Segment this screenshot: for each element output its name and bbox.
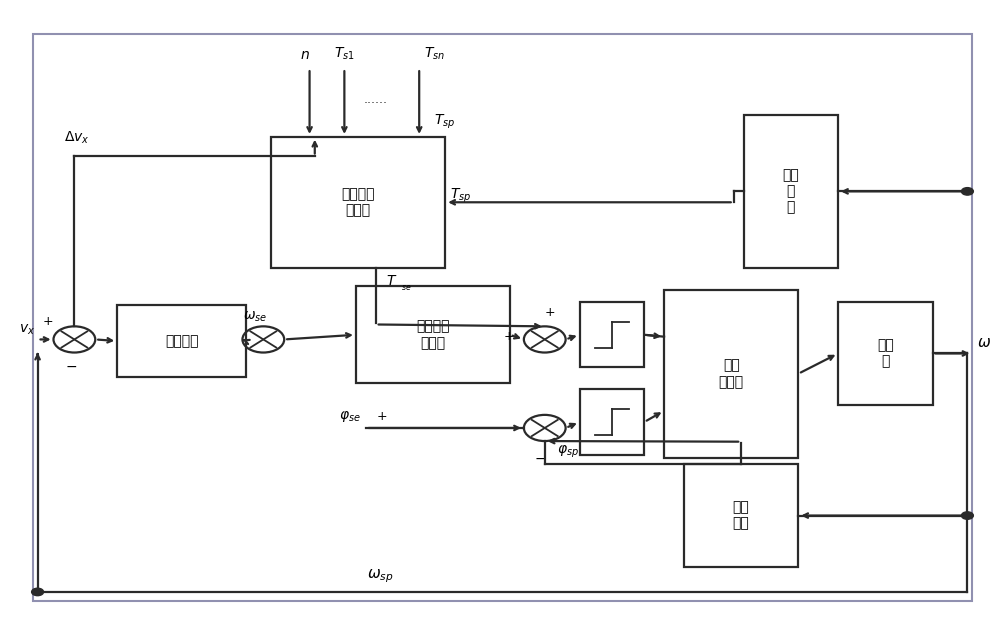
Text: $n$: $n$ [300,48,310,62]
FancyBboxPatch shape [664,289,798,458]
Text: $-$: $-$ [65,359,77,373]
FancyBboxPatch shape [117,305,246,377]
Text: 开关
控制器: 开关 控制器 [719,359,744,389]
Text: $+$: $+$ [376,410,387,423]
Circle shape [32,588,44,596]
Text: $\Delta v_x$: $\Delta v_x$ [64,130,90,146]
FancyBboxPatch shape [33,34,972,601]
Text: $-$: $-$ [534,451,546,465]
Text: $+$: $+$ [544,306,555,319]
Text: 逆变
器: 逆变 器 [877,338,894,369]
FancyBboxPatch shape [684,464,798,567]
Text: 负载优化
控制器: 负载优化 控制器 [342,187,375,218]
Text: 比例调节: 比例调节 [165,334,199,348]
Text: 磁链
模型: 磁链 模型 [733,501,750,531]
Text: $T_{s1}$: $T_{s1}$ [334,46,355,62]
Circle shape [961,512,973,520]
FancyBboxPatch shape [580,302,644,367]
Text: $+$: $+$ [42,315,53,328]
FancyBboxPatch shape [271,137,445,268]
Text: $T_{sp}$: $T_{sp}$ [434,113,455,131]
Text: $\varphi_{sp}$: $\varphi_{sp}$ [557,444,579,460]
Text: $+$: $+$ [503,330,515,343]
FancyBboxPatch shape [356,286,510,383]
Text: 转速调节
控制器: 转速调节 控制器 [416,320,450,350]
Text: $v_x$: $v_x$ [19,323,35,337]
Text: $\varphi_{se}$: $\varphi_{se}$ [339,409,361,424]
Text: $T_{sp}$: $T_{sp}$ [450,187,472,205]
Circle shape [961,187,973,195]
Text: $T_{sn}$: $T_{sn}$ [424,46,445,62]
Text: $\omega$: $\omega$ [977,335,991,350]
Text: 转矩
模
型: 转矩 模 型 [782,168,799,214]
Text: $\omega_{se}$: $\omega_{se}$ [243,309,267,324]
FancyBboxPatch shape [744,115,838,268]
FancyBboxPatch shape [838,302,933,405]
Text: $_{se}$: $_{se}$ [401,283,411,293]
Text: ......: ...... [364,92,388,106]
FancyBboxPatch shape [580,389,644,455]
Text: $\omega_{sp}$: $\omega_{sp}$ [367,567,394,585]
Text: $T$: $T$ [386,274,397,288]
